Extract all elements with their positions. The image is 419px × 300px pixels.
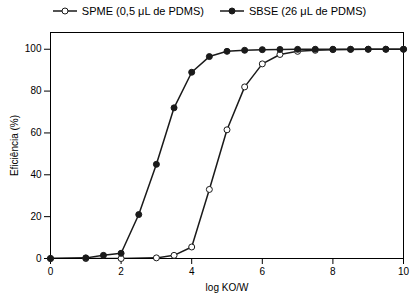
html-text:SPME (0,5 μL de PDMS): SPME (0,5 μL de PDMS) [81, 5, 204, 17]
html-text:SBSE (26 μL de PDMS): SBSE (26 μL de PDMS) [248, 5, 367, 17]
svg-text:100: 100 [25, 43, 42, 54]
svg-text:4: 4 [189, 266, 195, 277]
svg-text:2: 2 [118, 266, 124, 277]
svg-text:0: 0 [36, 253, 42, 264]
svg-text:20: 20 [30, 211, 42, 222]
svg-text:10: 10 [398, 266, 410, 277]
svg-text:0: 0 [48, 266, 54, 277]
svg-text:8: 8 [330, 266, 336, 277]
svg-text:60: 60 [30, 127, 42, 138]
svg-text:log KO/W: log KO/W [206, 282, 249, 293]
svg-text:6: 6 [260, 266, 266, 277]
svg-text:Eficiência (%): Eficiência (%) [9, 115, 20, 176]
svg-text:80: 80 [30, 85, 42, 96]
svg-text:40: 40 [30, 169, 42, 180]
